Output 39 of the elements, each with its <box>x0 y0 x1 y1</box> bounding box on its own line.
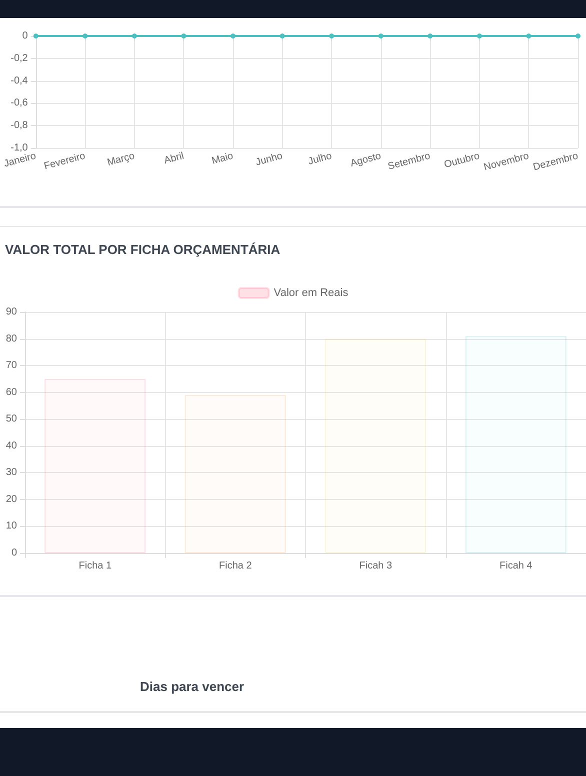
x-tick-label: Ficah 3 <box>359 560 392 572</box>
y-tick-label: 0 <box>11 548 18 558</box>
y-tick-label: 20 <box>6 494 18 505</box>
x-tick-label: Dezembro <box>532 150 580 174</box>
bar <box>44 378 146 553</box>
y-tick-label: -0,4 <box>10 75 28 86</box>
x-tick-label: Novembro <box>482 150 531 174</box>
x-tick-label: Setembro <box>386 150 432 173</box>
bar <box>184 395 286 553</box>
y-tick-label: -0,6 <box>10 98 28 109</box>
x-tick-label: Agosto <box>349 150 383 170</box>
y-tick-label: 70 <box>6 360 18 372</box>
legend-label: Valor em Reais <box>274 287 349 299</box>
y-tick-label: -1,0 <box>10 142 28 154</box>
x-tick-label: Maio <box>210 150 235 167</box>
text: Dias para vencer <box>140 679 244 694</box>
y-tick-label: 30 <box>6 467 18 478</box>
y-tick-label: 40 <box>6 440 18 452</box>
x-tick-label: Ficah 4 <box>499 560 533 572</box>
x-tick-label: Janeiro <box>2 150 38 170</box>
x-tick-label: Abril <box>162 150 186 166</box>
y-tick-label: 50 <box>6 414 18 425</box>
bar <box>325 338 426 553</box>
y-tick-label: -0,8 <box>10 120 28 132</box>
x-tick-label: Junho <box>254 150 284 168</box>
y-tick-label: 10 <box>6 520 18 532</box>
x-tick-label: Julho <box>307 150 334 168</box>
x-tick-label: Outubro <box>443 150 482 171</box>
y-tick-label: 60 <box>6 386 18 398</box>
chart-title: VALOR TOTAL POR FICHA ORÇAMENTÁRIA <box>5 242 281 257</box>
y-tick-label: 80 <box>6 333 18 344</box>
y-tick-label: 0 <box>22 30 28 42</box>
x-tick-label: Ficha 1 <box>78 560 112 572</box>
y-tick-label: -0,2 <box>10 52 28 64</box>
x-tick-label: Ficha 2 <box>218 560 252 572</box>
x-tick-label: Fevereiro <box>42 150 87 172</box>
x-tick-label: Março <box>106 150 136 169</box>
bar <box>465 336 566 553</box>
y-tick-label: 90 <box>6 306 18 318</box>
